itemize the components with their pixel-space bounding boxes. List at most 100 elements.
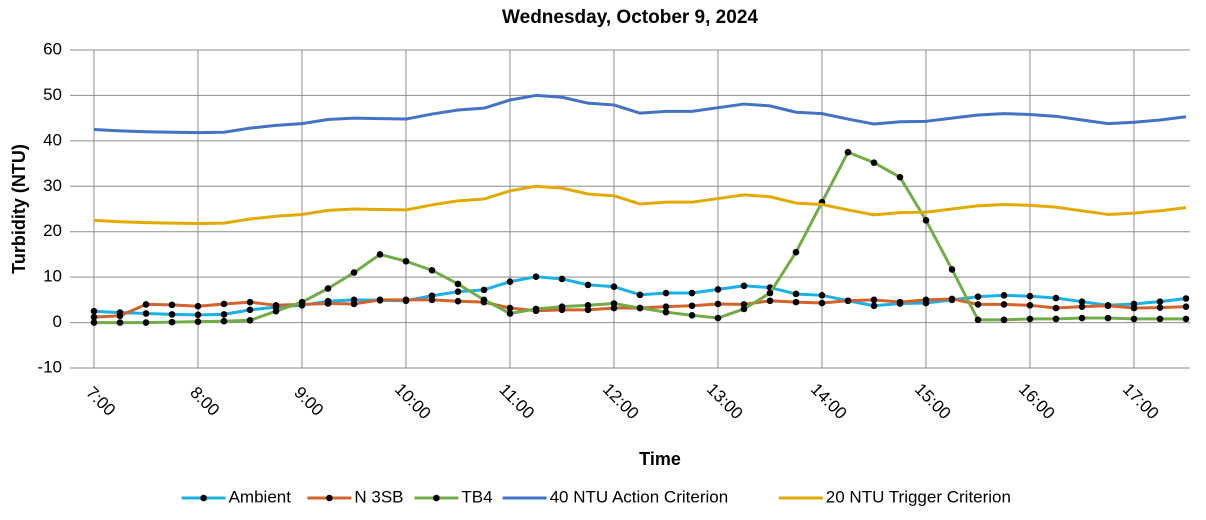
data-point	[870, 159, 878, 166]
data-point	[532, 305, 540, 313]
data-point	[220, 317, 228, 325]
data-point	[168, 318, 176, 326]
y-tick-label: 60	[43, 39, 62, 58]
data-point	[402, 257, 410, 265]
data-point	[454, 297, 462, 305]
y-axis-label: Turbidity (NTU)	[9, 144, 29, 274]
data-point	[272, 307, 280, 315]
data-point	[506, 304, 514, 312]
series-line	[93, 184, 1187, 226]
chart-title: Wednesday, October 9, 2024	[502, 7, 758, 28]
data-point	[584, 281, 592, 289]
y-tick-label: 10	[43, 267, 62, 286]
data-point	[896, 173, 904, 181]
data-point	[974, 316, 982, 324]
data-point	[90, 313, 98, 321]
data-point	[1182, 315, 1190, 323]
data-point	[818, 292, 826, 299]
data-point	[714, 300, 722, 308]
data-point	[90, 307, 98, 315]
x-tick-label: 8:00	[186, 383, 223, 420]
data-point	[1000, 292, 1008, 299]
legend-label: 20 NTU Trigger Criterion	[826, 487, 1011, 506]
data-point	[844, 297, 852, 305]
data-point	[610, 304, 618, 312]
data-point	[870, 302, 878, 310]
data-point	[194, 311, 202, 319]
data-point	[1130, 315, 1138, 323]
data-point	[1182, 303, 1190, 310]
data-point	[714, 314, 722, 322]
x-tick-label: 9:00	[290, 383, 327, 420]
data-point	[168, 311, 176, 318]
data-point	[740, 282, 748, 290]
x-tick-label: 15:00	[911, 380, 955, 424]
data-point	[428, 267, 436, 274]
data-point	[974, 293, 982, 300]
data-point	[1052, 294, 1060, 302]
data-point	[480, 296, 488, 304]
data-point	[662, 289, 670, 297]
data-point	[1104, 302, 1112, 310]
data-point	[506, 278, 514, 285]
data-point	[194, 302, 202, 310]
data-point	[636, 291, 644, 299]
data-point	[662, 303, 670, 310]
data-point	[740, 305, 748, 313]
x-tick-label: 13:00	[703, 380, 747, 424]
data-point	[974, 301, 982, 308]
data-point	[1078, 298, 1086, 305]
data-point	[324, 300, 332, 307]
data-point	[766, 289, 774, 297]
data-point	[896, 298, 904, 306]
data-point	[142, 301, 150, 308]
data-point	[246, 298, 254, 306]
data-point	[350, 269, 358, 276]
data-point	[1052, 315, 1060, 323]
data-point	[1182, 295, 1190, 302]
data-point	[1078, 314, 1086, 322]
data-point	[142, 319, 150, 326]
data-point	[1000, 301, 1008, 308]
x-tick-label: 16:00	[1015, 380, 1059, 424]
x-tick-label: 11:00	[495, 380, 538, 423]
data-point	[168, 301, 176, 309]
y-tick-label: 30	[43, 176, 62, 195]
data-point	[454, 288, 462, 295]
data-point	[532, 273, 540, 280]
data-point	[1104, 314, 1112, 322]
x-tick-label: 7:00	[82, 383, 119, 420]
data-point	[376, 296, 384, 304]
y-tick-label: 40	[43, 130, 62, 149]
data-point	[506, 310, 514, 317]
x-tick-label: 10:00	[391, 380, 435, 424]
data-point	[246, 317, 254, 324]
data-point	[922, 296, 930, 304]
x-axis-label: Time	[639, 449, 681, 469]
y-tick-label: 20	[43, 221, 62, 240]
data-point	[688, 302, 696, 310]
legend-label: 40 NTU Action Criterion	[550, 487, 729, 506]
data-point	[558, 275, 566, 283]
data-point	[116, 312, 124, 320]
data-point	[142, 310, 150, 317]
data-point	[1156, 315, 1164, 323]
data-point	[220, 300, 228, 308]
data-point	[766, 297, 774, 305]
y-tick-label: 0	[53, 312, 62, 331]
data-point	[688, 312, 696, 319]
data-point	[90, 319, 98, 326]
data-point	[1026, 315, 1034, 323]
data-point	[714, 286, 722, 293]
data-point	[1156, 304, 1164, 311]
data-point	[740, 301, 748, 308]
y-tick-label: -10	[37, 357, 62, 376]
data-point	[792, 290, 800, 298]
series-line	[93, 93, 1187, 135]
data-point	[792, 248, 800, 256]
data-point	[818, 299, 826, 307]
x-tick-label: 17:00	[1119, 380, 1163, 424]
data-point	[922, 217, 930, 224]
x-tick-label: 14:00	[807, 380, 851, 424]
data-point	[844, 148, 852, 156]
